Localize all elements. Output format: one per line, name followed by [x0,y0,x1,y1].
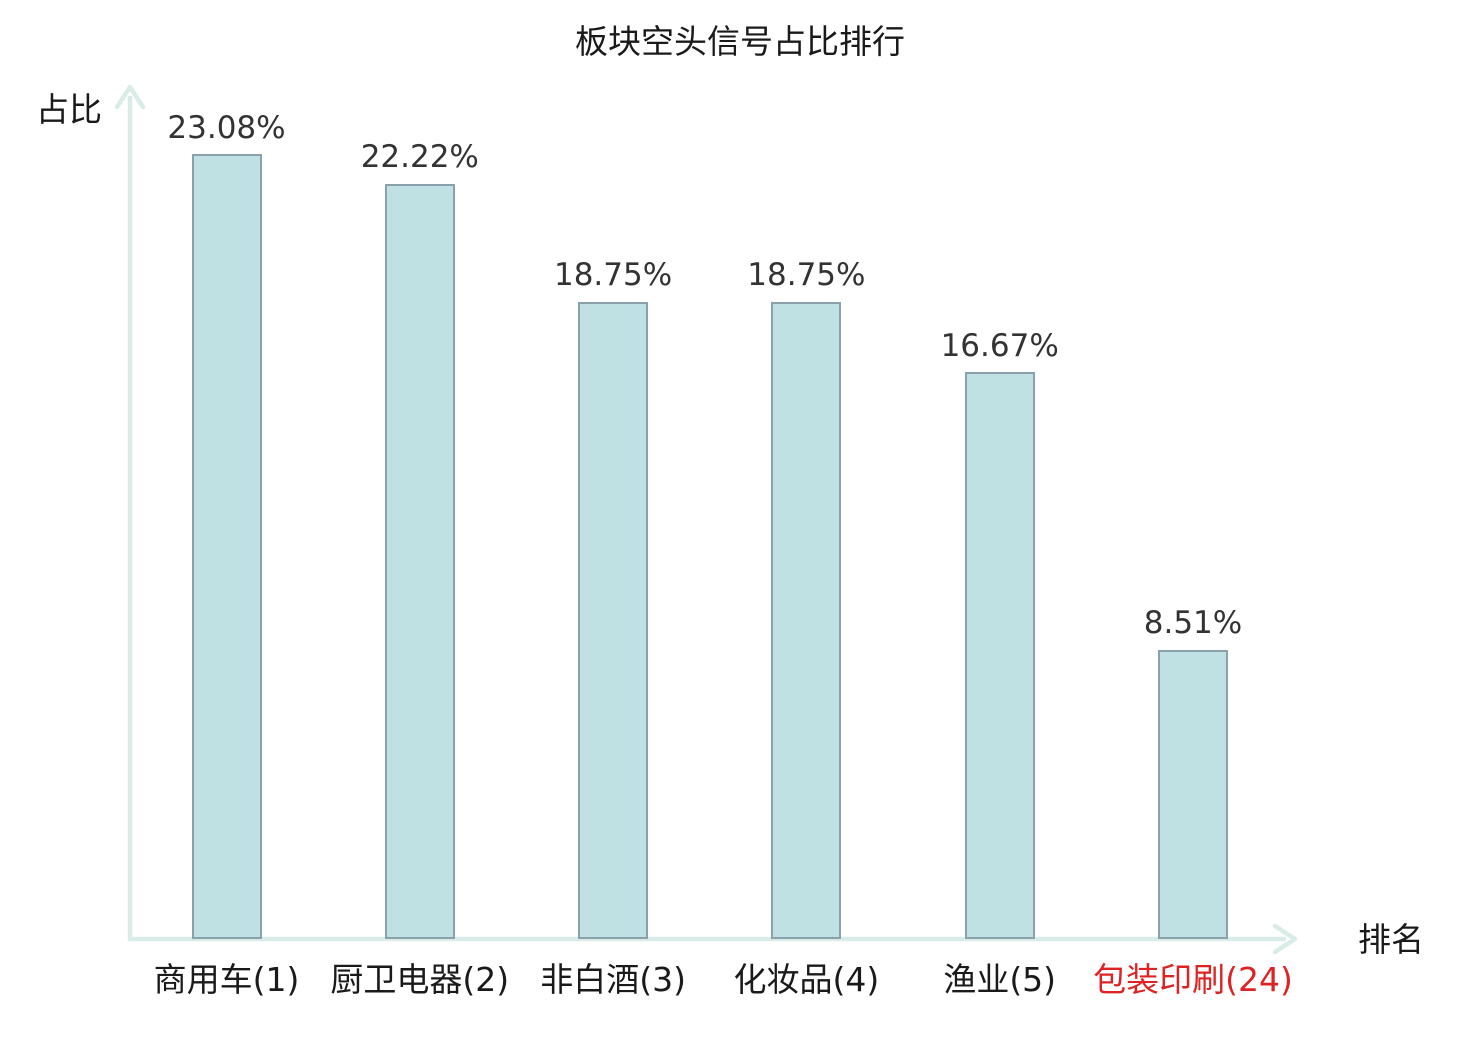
x-tick-label: 化妆品(4) [733,960,880,999]
bar [578,301,649,939]
bar [964,372,1035,939]
bar [1158,649,1228,939]
bar-value-label: 18.75% [747,256,866,293]
bar-value-label: 16.67% [940,327,1059,364]
x-tick-label: 厨卫电器(2) [330,960,510,999]
x-tick-label: 商用车(1) [153,960,300,999]
x-tick-label: 渔业(5) [943,960,1057,999]
bar [384,183,455,939]
chart-title: 板块空头信号占比排行 [575,22,905,61]
y-axis-arrow-icon [114,84,146,110]
bar [771,301,842,939]
x-axis-arrow-icon [1272,923,1298,955]
bar [191,154,262,939]
bar-value-label: 8.51% [1143,604,1243,641]
y-axis-label: 占比 [36,90,102,129]
bar-value-label: 23.08% [167,109,286,146]
bar-value-label: 22.22% [360,138,479,175]
x-tick-label: 非白酒(3) [540,960,686,999]
x-tick-label: 包装印刷(24) [1093,960,1293,999]
x-axis-label: 排名 [1358,920,1424,959]
bar-value-label: 18.75% [553,256,673,293]
